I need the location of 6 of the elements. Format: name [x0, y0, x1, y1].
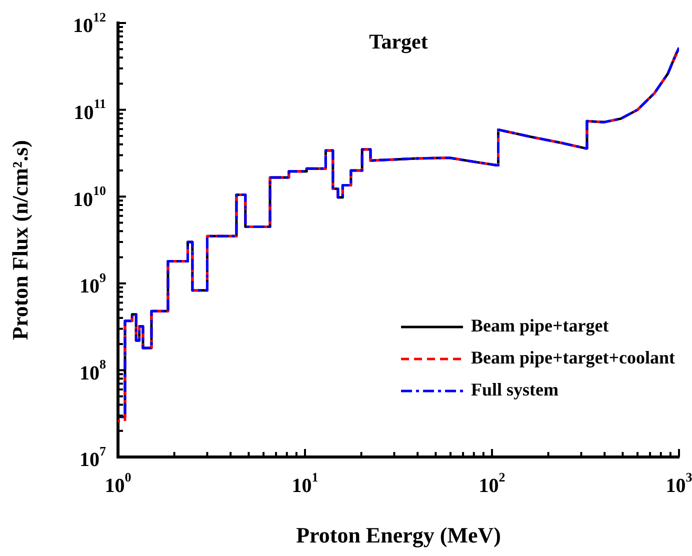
chart-title: Target: [369, 29, 428, 54]
y-axis-title: Proton Flux (n/cm².s): [8, 140, 33, 340]
legend-label: Full system: [471, 380, 559, 400]
legend-label: Beam pipe+target+coolant: [471, 348, 676, 368]
x-axis-title: Proton Energy (MeV): [296, 522, 501, 548]
legend-label: Beam pipe+target: [471, 316, 609, 336]
